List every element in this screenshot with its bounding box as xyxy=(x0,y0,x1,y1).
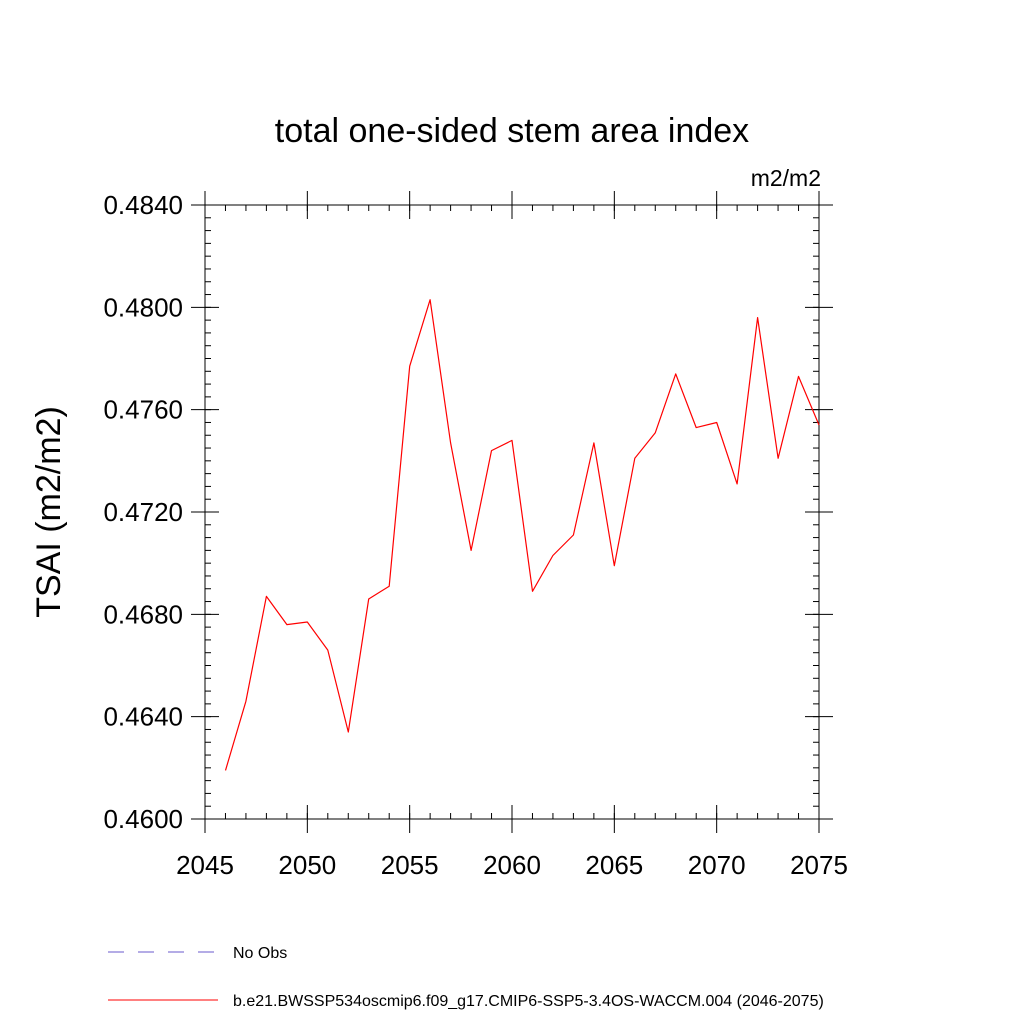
x-axis: 2045 2050 2055 2060 2065 2070 2075 xyxy=(176,191,848,880)
legend: No Obs b.e21.BWSSP534oscmip6.f09_g17.CMIP… xyxy=(108,945,824,1010)
series-layer xyxy=(224,299,820,771)
x-tick-label: 2075 xyxy=(790,850,848,880)
units-label: m2/m2 xyxy=(751,165,821,191)
y-axis-label: TSAI (m2/m2) xyxy=(30,406,68,618)
y-tick-label: 0.4720 xyxy=(103,497,183,527)
y-tick-label: 0.4680 xyxy=(103,599,183,629)
plot-frame xyxy=(204,204,820,820)
y-axis: 0.4600 0.4640 0.4680 0.4720 0.4760 0.4800 0.48… xyxy=(103,190,833,834)
series-line xyxy=(224,299,820,771)
legend-label: No Obs xyxy=(233,945,287,962)
y-tick-label: 0.4640 xyxy=(103,702,183,732)
x-tick-label: 2050 xyxy=(278,850,336,880)
x-tick-label: 2055 xyxy=(381,850,439,880)
x-tick-label: 2070 xyxy=(688,850,746,880)
chart-title: total one-sided stem area index xyxy=(275,112,749,150)
x-tick-label: 2045 xyxy=(176,850,234,880)
y-tick-label: 0.4760 xyxy=(103,395,183,425)
y-tick-label: 0.4600 xyxy=(103,804,183,834)
x-tick-label: 2065 xyxy=(585,850,643,880)
legend-label: b.e21.BWSSP534oscmip6.f09_g17.CMIP6-SSP5… xyxy=(233,993,824,1010)
y-tick-label: 0.4840 xyxy=(103,190,183,220)
x-tick-label: 2060 xyxy=(483,850,541,880)
y-tick-label: 0.4800 xyxy=(103,292,183,322)
